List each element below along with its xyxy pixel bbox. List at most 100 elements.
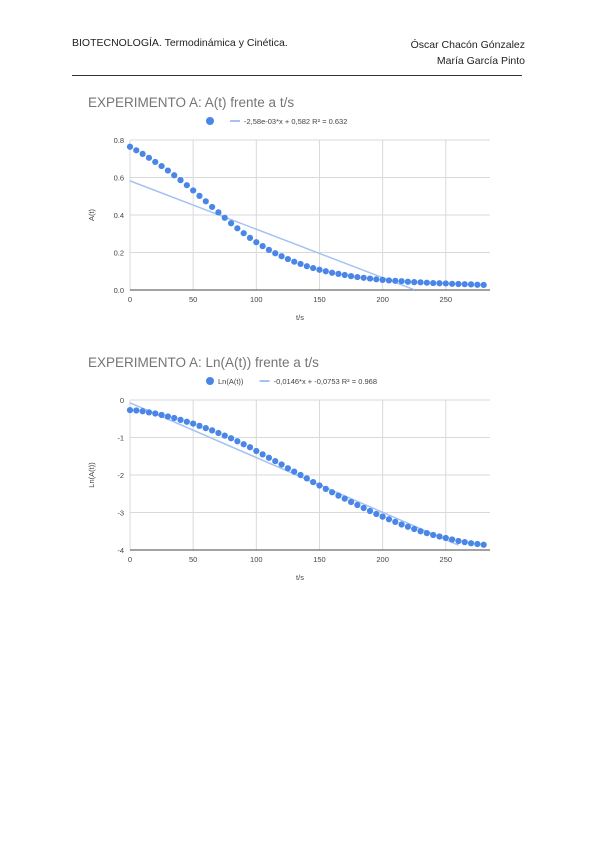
data-point — [246, 234, 254, 241]
chart-1-svg: EXPERIMENTO A: A(t) frente a t/s -2,58e-0… — [87, 95, 490, 322]
data-point — [430, 531, 437, 539]
data-point — [278, 253, 285, 260]
x-axis-label: t/s — [296, 313, 304, 322]
data-point — [177, 177, 184, 184]
chart-2-svg: EXPERIMENTO A: Ln(A(t)) frente a t/s Ln(A… — [87, 355, 490, 582]
chart-title: EXPERIMENTO A: A(t) frente a t/s — [88, 95, 294, 110]
data-point — [234, 225, 241, 232]
data-point — [341, 271, 348, 279]
data-point — [449, 280, 456, 287]
data-point — [474, 540, 481, 548]
data-point — [467, 281, 475, 288]
data-point — [196, 422, 203, 429]
data-point — [436, 533, 443, 540]
data-point — [139, 150, 146, 157]
data-point — [480, 281, 487, 289]
data-point — [297, 260, 304, 268]
data-point — [329, 489, 336, 496]
data-point — [430, 279, 437, 287]
y-tick-label: 0.8 — [114, 136, 124, 145]
data-point — [442, 280, 449, 287]
data-point — [398, 278, 405, 285]
y-tick-label: 0.6 — [114, 174, 124, 183]
data-point — [404, 278, 411, 285]
data-point — [139, 408, 146, 415]
legend-marker-series — [206, 117, 214, 125]
data-point — [215, 209, 222, 216]
x-tick-label: 150 — [313, 555, 326, 564]
data-point — [379, 513, 386, 520]
data-point — [392, 277, 399, 284]
legend-label-trendline: -0,0146*x + -0,0753 R² = 0.968 — [274, 377, 377, 386]
data-point — [284, 255, 291, 263]
data-point — [126, 407, 134, 414]
data-point — [373, 510, 380, 518]
data-point — [202, 425, 209, 432]
data-point — [158, 162, 165, 170]
data-point — [209, 427, 216, 434]
x-tick-label: 0 — [128, 295, 132, 304]
data-point — [183, 418, 190, 425]
trendline — [129, 180, 415, 291]
data-point — [455, 537, 462, 545]
data-point — [278, 461, 285, 468]
x-axis-label: t/s — [296, 573, 304, 582]
y-axis-label: Ln(A(t)) — [87, 462, 96, 488]
data-point — [145, 409, 153, 416]
data-point — [190, 420, 197, 427]
x-tick-label: 200 — [376, 295, 389, 304]
data-point — [411, 525, 418, 533]
data-point — [360, 274, 367, 281]
header-authors: Óscar Chacón Gónzalez María García Pinto — [411, 37, 525, 69]
y-tick-label: -2 — [117, 471, 124, 480]
legend-label-series: Ln(A(t)) — [218, 377, 244, 386]
y-axis-label: A(t) — [87, 208, 96, 221]
data-point — [246, 444, 254, 451]
y-tick-label: 0.2 — [114, 249, 124, 258]
x-tick-label: 50 — [189, 555, 197, 564]
data-point — [310, 479, 317, 486]
data-point — [436, 280, 443, 287]
data-point — [347, 273, 355, 280]
data-point — [341, 495, 348, 502]
data-point — [480, 541, 487, 548]
x-tick-label: 50 — [189, 295, 197, 304]
data-point — [366, 275, 374, 282]
data-point — [442, 534, 449, 542]
data-point — [272, 250, 279, 257]
data-point — [385, 516, 393, 523]
data-point — [126, 143, 134, 150]
data-point — [373, 276, 380, 283]
data-point — [152, 410, 159, 417]
legend-marker-series — [206, 377, 214, 385]
x-tick-label: 0 — [128, 555, 132, 564]
data-point — [253, 447, 260, 455]
x-tick-label: 250 — [440, 295, 453, 304]
data-point — [354, 273, 361, 281]
data-point — [366, 507, 374, 515]
data-point — [284, 465, 291, 472]
data-point — [417, 279, 424, 286]
data-point — [379, 276, 386, 283]
data-point — [310, 264, 317, 272]
header-author-1: Óscar Chacón Gónzalez — [410, 39, 525, 51]
data-point — [272, 458, 279, 465]
data-point — [183, 182, 190, 189]
data-point — [240, 230, 247, 237]
data-point — [196, 192, 203, 199]
chart-ln-absorbance-vs-time: EXPERIMENTO A: Ln(A(t)) frente a t/s Ln(A… — [80, 350, 500, 595]
data-point — [461, 281, 468, 288]
data-point — [291, 468, 298, 475]
data-point — [322, 485, 329, 492]
data-point — [152, 158, 159, 166]
data-point — [404, 523, 411, 530]
chart-title: EXPERIMENTO A: Ln(A(t)) frente a t/s — [88, 355, 319, 370]
data-point — [474, 281, 481, 288]
data-point — [133, 147, 140, 154]
data-point — [259, 451, 266, 458]
data-point — [234, 438, 241, 445]
data-point — [417, 528, 424, 535]
data-point — [145, 154, 153, 161]
header-course: BIOTECNOLOGÍA. Termodinámica y Cinética. — [72, 37, 288, 49]
data-point — [360, 504, 367, 512]
